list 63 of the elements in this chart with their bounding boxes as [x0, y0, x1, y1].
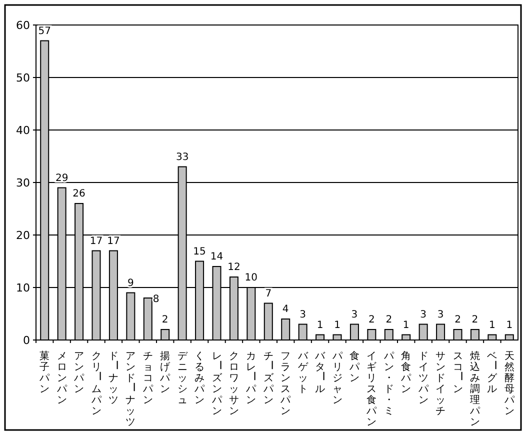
x-tick-label: クロワッサン	[228, 351, 239, 417]
data-label: 3	[351, 309, 358, 320]
data-label: 17	[107, 236, 120, 247]
data-label: 17	[90, 236, 103, 247]
x-tick-label: イギリス食パン	[366, 351, 378, 428]
data-label: 1	[402, 320, 410, 331]
x-tick-label: アンドーナッツ	[126, 351, 139, 428]
x-tick-label: カレーパン	[245, 351, 260, 406]
x-tick-label: ベーグル	[487, 351, 500, 395]
data-label: 1	[316, 320, 324, 331]
data-label: 3	[300, 309, 306, 320]
x-tick-label: 天然酵母パン	[503, 351, 516, 417]
x-tick-label: レーズンパン	[210, 351, 225, 417]
y-tick-label: 40	[16, 124, 30, 137]
x-tick-label: パン・ド・ミ	[382, 351, 395, 417]
data-label: 33	[176, 152, 189, 163]
x-tick-label: 焼込み調理パン	[468, 350, 481, 428]
x-tick-label: デニッシュ	[177, 351, 188, 406]
data-label: 8	[152, 294, 160, 305]
data-label: 2	[386, 314, 392, 326]
x-tick-label: クリームパン	[90, 351, 104, 417]
x-tick-label: バゲット	[296, 351, 309, 395]
data-label: 2	[368, 314, 375, 326]
data-label: 29	[55, 172, 68, 184]
x-tick-label: 菓子パン	[38, 350, 51, 395]
data-label: 14	[210, 252, 224, 262]
y-tick-label: 50	[16, 72, 30, 84]
data-label: 2	[472, 314, 478, 326]
y-tick-label: 10	[16, 282, 30, 294]
x-tick-label: バタール	[314, 351, 328, 395]
data-label: 1	[488, 320, 496, 331]
data-label: 57	[38, 26, 51, 37]
x-tick-label: ドーナッツ	[108, 351, 122, 406]
data-label: 1	[506, 320, 513, 331]
y-tick-label: 60	[16, 19, 30, 32]
x-tick-label: ドイツパン	[417, 351, 430, 406]
y-tick-label: 0	[23, 334, 30, 347]
data-label: 10	[244, 272, 258, 284]
data-label: 7	[265, 288, 272, 300]
x-tick-label: メロンパン	[56, 351, 68, 406]
x-tick-label: 角食パン	[400, 350, 412, 395]
x-tick-label: サンドイッチ	[436, 351, 446, 417]
x-tick-label: くるみパン	[194, 351, 206, 406]
x-tick-label: 揚げパン	[159, 350, 172, 395]
x-tick-label: 食パン	[348, 350, 360, 384]
data-label: 2	[162, 314, 168, 326]
x-tick-label: チーズパン	[262, 351, 276, 406]
x-tick-label: パリジャン	[331, 351, 344, 406]
data-label: 12	[228, 262, 240, 273]
y-tick-label: 30	[16, 176, 30, 190]
x-tick-label: フランスパン	[280, 351, 292, 417]
data-label: 3	[437, 309, 444, 320]
y-tick-label: 20	[16, 229, 30, 242]
data-label: 4	[282, 304, 289, 315]
x-tick-label: チョコパン	[142, 351, 154, 406]
data-label: 9	[127, 278, 134, 289]
x-tick-label: スコーン	[452, 351, 466, 395]
x-tick-label: アンパン	[73, 351, 86, 395]
data-label: 2	[454, 314, 461, 326]
data-label: 15	[193, 246, 206, 258]
data-label: 3	[420, 309, 427, 320]
data-label: 26	[72, 188, 86, 200]
data-label: 1	[334, 320, 340, 331]
